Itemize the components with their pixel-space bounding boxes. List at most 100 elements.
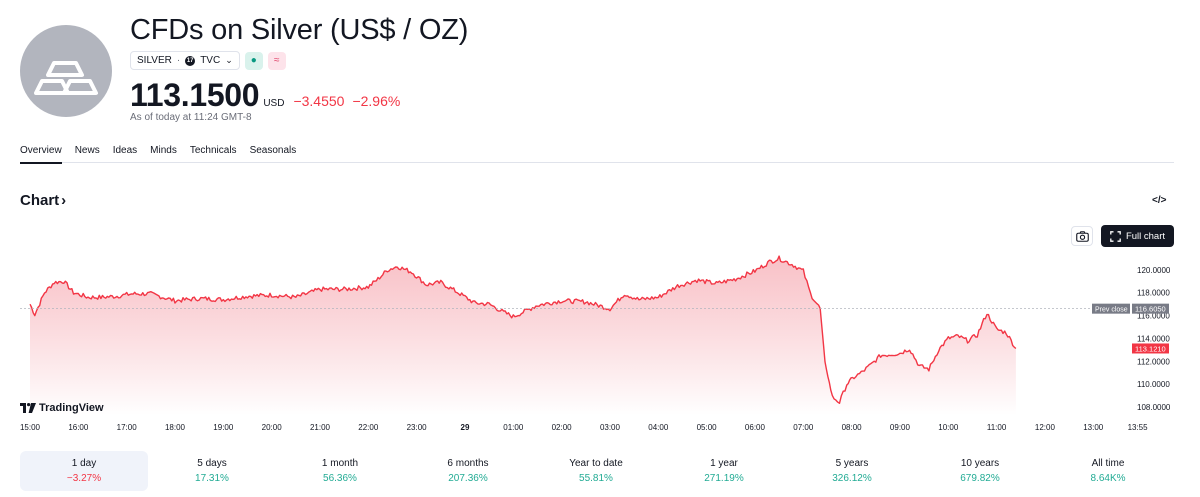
x-tick-label: 13:00 [1083,423,1104,432]
price-change: −3.4550 [293,93,345,109]
x-tick-label: 09:00 [890,423,911,432]
page-title: CFDs on Silver (US$ / OZ) [130,14,469,46]
period-5-years[interactable]: 5 years 326.12% [788,451,916,491]
full-chart-button[interactable]: Full chart [1101,225,1174,247]
x-tick-label: 03:00 [600,423,621,432]
symbol-code: SILVER [137,55,172,66]
period-label: 1 year [710,458,738,469]
period-performance-bar: 1 day −3.27% 5 days 17.31% 1 month 56.36… [20,451,1172,491]
tradingview-icon [20,403,36,413]
x-tick-label: 15:00 [20,423,41,432]
cfd-badge[interactable]: ≈ [267,51,286,70]
chevron-right-icon: › [61,192,67,209]
x-tick-label: 02:00 [552,423,573,432]
tab-technicals[interactable]: Technicals [189,145,237,156]
chart-heading-link[interactable]: Chart › [20,192,66,209]
x-tick-label: 05:00 [697,423,718,432]
x-tick-label: 04:00 [648,423,669,432]
x-tick-label: 18:00 [165,423,186,432]
price-change-percent: −2.96% [352,93,401,109]
tab-news[interactable]: News [74,145,100,156]
x-tick-label: 13:55 [1128,423,1149,432]
y-tick-label: 112.0000 [1137,357,1170,366]
x-tick-label: 22:00 [358,423,379,432]
period-label: 6 months [447,458,489,469]
x-tick-label: 12:00 [1035,423,1056,432]
as-of-timestamp: As of today at 11:24 GMT-8 [130,112,252,123]
period-label: 5 years [835,458,869,469]
price-area-fill [30,256,1016,415]
prev-close-value: 116.6050 [1135,305,1166,314]
tab-minds[interactable]: Minds [150,145,177,156]
y-tick-label: 120.0000 [1137,266,1171,275]
x-tick-label: 23:00 [407,423,428,432]
market-status-badge[interactable]: ● [244,51,263,70]
period-value: 8.64K% [1090,473,1126,484]
x-tick-label: 29 [461,423,470,432]
period-value: 56.36% [323,473,357,484]
x-tick-label: 08:00 [842,423,863,432]
tab-overview[interactable]: Overview [20,145,62,164]
x-tick-label: 20:00 [262,423,283,432]
y-tick-label: 116.0000 [1137,312,1170,321]
symbol-meta-row: SILVER · 17 TVC ⌄ ● ≈ [130,51,286,70]
y-tick-label: 114.0000 [1137,334,1170,343]
period-value: 17.31% [195,473,229,484]
symbol-logo [20,25,112,117]
tradingview-wordmark: TradingView [39,402,104,414]
x-tick-label: 19:00 [213,423,234,432]
full-chart-label: Full chart [1125,230,1166,242]
period-5-days[interactable]: 5 days 17.31% [148,451,276,491]
exchange-logo-icon: 17 [185,55,196,66]
symbol-exchange-selector[interactable]: SILVER · 17 TVC ⌄ [130,51,240,70]
period-label: 1 month [321,458,359,469]
price-chart[interactable]: 108.0000 110.0000 112.0000 114.0000 116.0000… [0,255,1200,440]
x-tick-label: 07:00 [793,423,814,432]
x-tick-label: 16:00 [68,423,89,432]
symbol-tabs: Overview News Ideas Minds Technicals Sea… [20,145,1174,164]
snapshot-button[interactable] [1071,226,1093,246]
period-10-years[interactable]: 10 years 679.82% [916,451,1044,491]
price-line [29,255,1017,404]
x-tick-label: 10:00 [938,423,959,432]
last-price: 113.1500 [130,77,260,113]
prev-close-tag [1092,303,1130,314]
separator-dot: · [176,55,181,66]
price-row: 113.1500 USD −3.4550 −2.96% [130,77,400,114]
silver-bars-icon [34,61,98,95]
period-year-to-date[interactable]: Year to date 55.81% [532,451,660,491]
period-label: 10 years [960,458,1000,469]
period-value: 271.19% [704,473,744,484]
x-tick-label: 01:00 [503,423,524,432]
period-1-month[interactable]: 1 month 56.36% [276,451,404,491]
prev-close-value-tag [1132,303,1169,314]
period-label: 1 day [71,458,97,469]
last-value-tag [1132,343,1169,354]
embed-code-icon[interactable]: </> [1152,195,1167,206]
tab-seasonals[interactable]: Seasonals [249,145,297,156]
price-currency: USD [263,98,285,109]
tradingview-logo: TradingView [20,402,104,414]
camera-icon [1075,230,1089,242]
period-1-day[interactable]: 1 day −3.27% [20,451,148,491]
period-value: 679.82% [960,473,1000,484]
period-value: 207.36% [448,473,488,484]
exchange-name: TVC [200,55,221,66]
last-value-label: 113.1210 [1135,344,1166,353]
y-tick-label: 108.0000 [1137,403,1171,412]
chart-heading-label: Chart [20,192,60,209]
period-value: 55.81% [579,473,613,484]
chevron-down-icon: ⌄ [225,55,233,65]
period-value: 326.12% [832,473,872,484]
period-all-time[interactable]: All time 8.64K% [1044,451,1172,491]
period-6-months[interactable]: 6 months 207.36% [404,451,532,491]
x-tick-label: 17:00 [117,423,138,432]
x-tick-label: 21:00 [310,423,331,432]
period-1-year[interactable]: 1 year 271.19% [660,451,788,491]
fullscreen-icon [1110,230,1121,242]
period-value: −3.27% [66,473,102,484]
tab-ideas[interactable]: Ideas [112,145,138,156]
x-tick-label: 06:00 [745,423,766,432]
prev-close-label: Prev close [1095,307,1128,314]
y-tick-label: 110.0000 [1137,380,1170,389]
